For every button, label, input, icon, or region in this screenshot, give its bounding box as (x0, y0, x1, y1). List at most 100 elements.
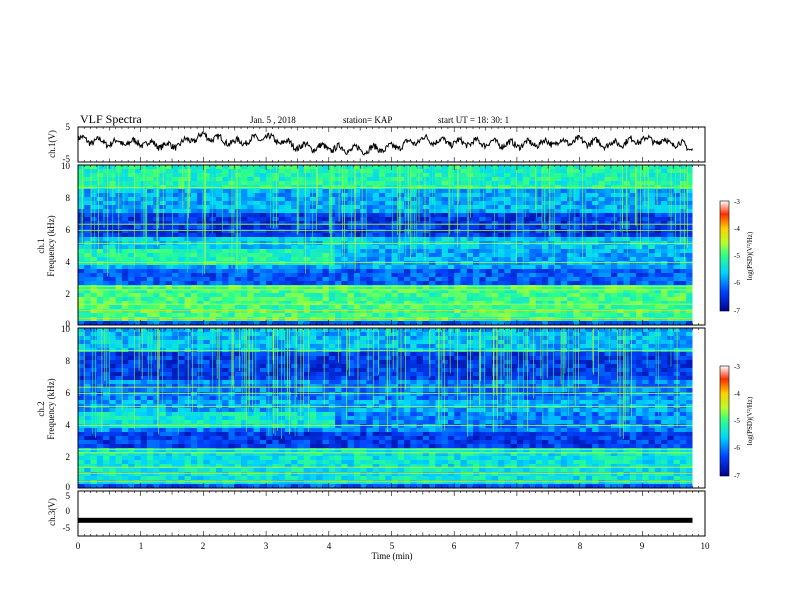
spec1-cells-cell (573, 269, 580, 274)
spec1-cells-cell (422, 253, 430, 258)
spec1-cells-cell (554, 165, 562, 170)
spec1-cells-cell (560, 269, 568, 274)
spec1-cells-cell (353, 257, 361, 262)
spec1-cells-cell (172, 321, 179, 326)
spec1-cells-cell (278, 261, 286, 266)
spec1-cells-cell (679, 257, 687, 262)
spec2-cells-cell (617, 340, 624, 345)
spec1-cells-cell (604, 233, 612, 238)
spec1-cells-cell (222, 261, 229, 266)
spec1-cells-cell (172, 229, 179, 234)
spec1-cells-cell (673, 301, 681, 306)
spec1-cells-cell (190, 297, 198, 302)
spec2-cells-cell (197, 336, 204, 341)
spec1-cells-cell (335, 201, 342, 206)
spec1-cells-cell (491, 257, 499, 262)
spec1-cells-cell (159, 189, 167, 194)
spec1-cells-cell (291, 189, 298, 194)
spec1-cells-cell (284, 293, 292, 298)
spec1-cells-cell (291, 293, 298, 298)
spec1-cells-cell (429, 245, 436, 250)
spec1-cells-cell (291, 177, 298, 182)
spec1-cells-cell (573, 309, 580, 314)
spec1-cells-cell (661, 205, 668, 210)
spec1-cells-cell (234, 213, 242, 218)
spec2-cells-cell (598, 344, 606, 349)
spec1-cells-cell (121, 197, 129, 202)
spec2-cells-cell (541, 340, 549, 345)
spec1-cells-cell (241, 293, 248, 298)
spec1-cells-cell (642, 317, 649, 322)
spec1-cells-cell (172, 257, 179, 262)
spec1-cells-cell (84, 213, 91, 218)
spec1-cells-cell (178, 173, 185, 178)
spec1-cells-cell (103, 249, 110, 254)
spec1-cells-cell (190, 265, 198, 270)
spec1-cells-cell (103, 289, 110, 294)
spec2-cells-cell (391, 336, 399, 341)
spec1-cells-cell (466, 265, 474, 270)
spec1-cells-cell (585, 209, 593, 214)
spec1-cells-cell (247, 293, 254, 298)
spec2-cells-cell (353, 332, 361, 337)
spec1-cells-cell (654, 165, 662, 170)
spec1-cells-cell (441, 189, 449, 194)
spec1-cells-cell (378, 265, 386, 270)
spec1-cells-cell (222, 289, 229, 294)
spec1-cells-cell (165, 273, 173, 278)
spec1-cells-cell (554, 297, 562, 302)
spec1-cells-cell (140, 293, 148, 298)
spec1-cells-cell (78, 293, 85, 298)
spec1-cells-cell (567, 221, 574, 226)
spec1-cells-cell (335, 313, 342, 318)
spec1-cells-cell (360, 181, 367, 186)
spec1-cells-cell (247, 213, 254, 218)
spec1-cells-cell (592, 305, 599, 310)
spec1-cells-cell (172, 293, 179, 298)
spec2-cells-cell (416, 332, 424, 337)
spec1-cells-cell (679, 285, 687, 290)
spec1-cells-cell (535, 321, 543, 326)
spec2-cells-cell (360, 344, 367, 349)
spec1-cells-cell (128, 281, 135, 286)
spec1-cells-cell (529, 249, 537, 254)
spec1-cells-cell (391, 253, 399, 258)
spec1-cells-cell (410, 313, 417, 318)
spec2-cells-cell (128, 328, 135, 333)
spec1-cells-cell (172, 165, 179, 170)
spec1-cells-cell (560, 253, 568, 258)
spec1-cells-cell (447, 181, 455, 186)
spec2-cells-cell (610, 340, 618, 345)
spec1-cells-cell (585, 213, 593, 218)
spec1-cells-cell (479, 229, 486, 234)
spec1-cells-cell (309, 273, 317, 278)
spec1-cells-cell (222, 221, 229, 226)
spec1-cells-cell (316, 201, 323, 206)
spec1-cells-cell (485, 321, 493, 326)
spec1-cells-cell (604, 201, 612, 206)
spec2-cells-cell (416, 336, 424, 341)
spec1-cells-cell (90, 301, 98, 306)
spec1-cells-cell (372, 273, 380, 278)
spec1-cells-cell (360, 249, 367, 254)
spec1-cells-cell (159, 233, 167, 238)
spec1-cells-cell (209, 269, 217, 274)
spec1-cells-cell (222, 169, 229, 174)
spec1-cells-cell (259, 265, 267, 270)
spec2-cells-cell (109, 328, 117, 333)
spec2-cells-cell (378, 336, 386, 341)
spec1-cells-cell (661, 249, 668, 254)
spec1-cells-cell (636, 265, 643, 270)
spec1-cells-cell (197, 257, 204, 262)
spec1-cells-cell (523, 193, 530, 198)
spec1-cells-cell (259, 233, 267, 238)
spec1-cells-cell (491, 309, 499, 314)
spec2-cells-cell (654, 328, 662, 333)
spec1-cells-cell (272, 293, 280, 298)
spec1-cells-cell (178, 205, 185, 210)
spec1-cells-cell (686, 237, 693, 242)
spec1-cells-cell (96, 181, 104, 186)
spec1-cells-cell (385, 181, 392, 186)
spec1-cells-cell (153, 285, 160, 290)
spec1-cells-cell (353, 261, 361, 266)
